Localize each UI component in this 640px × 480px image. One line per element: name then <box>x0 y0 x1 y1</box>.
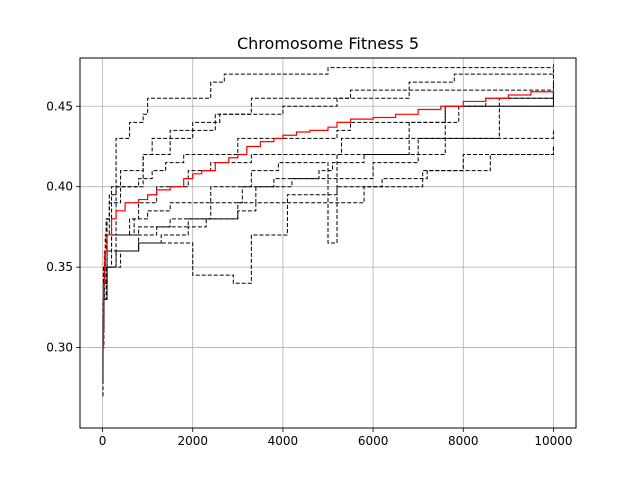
run-series-line <box>102 64 554 349</box>
x-tick-label: 10000 <box>534 434 572 448</box>
x-axis: 0 2000 4000 6000 8000 10000 <box>99 428 573 448</box>
plot-frame <box>79 57 577 429</box>
x-tick-label: 2000 <box>177 434 208 448</box>
x-tick-label: 8000 <box>448 434 479 448</box>
mean-series-line <box>102 88 555 349</box>
run-series-line <box>102 82 554 365</box>
x-tick-label: 6000 <box>358 434 389 448</box>
chart-title: Chromosome Fitness 5 <box>237 34 419 53</box>
y-tick-label: 0.40 <box>46 180 73 194</box>
y-axis: 0.30 0.35 0.40 0.45 <box>46 99 80 355</box>
run-series-line <box>102 130 554 381</box>
y-tick-label: 0.45 <box>46 99 73 113</box>
run-series-line <box>102 146 554 365</box>
x-tick-label: 4000 <box>268 434 299 448</box>
run-series-line <box>102 93 554 349</box>
run-series-line <box>102 67 554 381</box>
y-tick-label: 0.30 <box>46 341 73 355</box>
x-tick-label: 0 <box>99 434 107 448</box>
series-layer <box>102 64 555 397</box>
y-tick-label: 0.35 <box>46 260 73 274</box>
